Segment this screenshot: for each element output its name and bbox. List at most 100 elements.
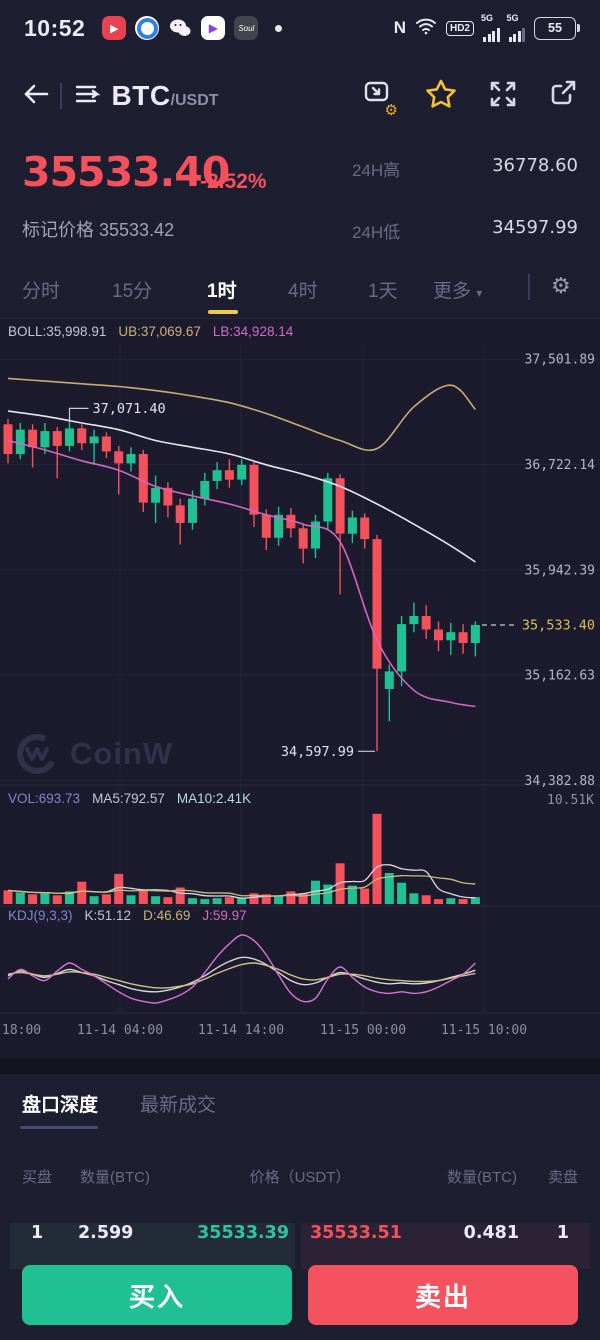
tab-1day[interactable]: 1天 bbox=[368, 281, 398, 302]
bid-amount: 2.599 bbox=[78, 1223, 134, 1243]
svg-text:35,533.40: 35,533.40 bbox=[522, 618, 595, 634]
kdj-indicator-row: KDJ(9,3,3) K:51.12 D:46.69 J:59.97 bbox=[8, 908, 247, 923]
mark-price-label: 标记价格 bbox=[22, 220, 94, 240]
svg-text:34,597.99: 34,597.99 bbox=[281, 744, 354, 760]
change-percent: -2.52% bbox=[200, 170, 267, 193]
fullscreen-icon[interactable] bbox=[488, 79, 518, 114]
col-price: 价格（USDT） bbox=[249, 1169, 351, 1186]
clock: 10:52 bbox=[24, 14, 86, 41]
browser-app-icon bbox=[135, 16, 160, 40]
coinw-logo-icon bbox=[17, 734, 57, 774]
chart-gear-icon[interactable]: ⚙ bbox=[551, 273, 571, 298]
wifi-icon bbox=[415, 17, 437, 40]
tab-15min[interactable]: 15分 bbox=[112, 281, 153, 302]
back-button[interactable] bbox=[22, 82, 50, 111]
time-tick: 11-14 14:00 bbox=[197, 1023, 285, 1038]
high-24h-label: 24H高 bbox=[352, 161, 401, 180]
favorite-star-icon[interactable] bbox=[424, 78, 458, 115]
ask-level: 1 bbox=[556, 1223, 569, 1243]
svg-text:35,162.63: 35,162.63 bbox=[525, 669, 595, 684]
kline-chart[interactable]: 37,501.89 36,722.14 35,942.39 35,162.63 34,3… bbox=[0, 318, 600, 1060]
bid-price[interactable]: 35533.39 bbox=[197, 1223, 289, 1243]
signal-sim1-icon: 5G bbox=[481, 13, 500, 42]
kdj-j-value: J:59.97 bbox=[202, 908, 247, 923]
divider bbox=[528, 274, 530, 300]
svg-text:37,501.89: 37,501.89 bbox=[525, 353, 595, 368]
mark-price-value: 35533.42 bbox=[99, 220, 175, 240]
depth-tab-underline bbox=[20, 1126, 98, 1129]
vol-value: VOL:693.73 bbox=[8, 791, 81, 806]
tab-timeline[interactable]: 分时 bbox=[22, 281, 61, 302]
low-24h-label: 24H低 bbox=[352, 223, 401, 242]
coinw-watermark: CoinW bbox=[14, 731, 173, 777]
last-price: 35533.40 bbox=[22, 148, 230, 196]
buy-button[interactable]: 买入 bbox=[22, 1265, 292, 1325]
ask-price[interactable]: 35533.51 bbox=[310, 1223, 402, 1243]
section-separator bbox=[0, 1058, 600, 1074]
time-tick: 11-15 10:00 bbox=[440, 1023, 528, 1038]
active-tab-underline bbox=[208, 310, 238, 314]
market-list-icon[interactable] bbox=[74, 82, 101, 111]
time-tick: 11-14 04:00 bbox=[76, 1023, 164, 1038]
time-axis: 18:00 11-14 04:00 11-14 14:00 11-15 00:0… bbox=[0, 1021, 600, 1045]
tab-1hour[interactable]: 1时 bbox=[207, 281, 237, 302]
signal-sim2-icon: 5G bbox=[507, 13, 525, 42]
low-24h-value: 34597.99 bbox=[492, 217, 578, 238]
vol-ma5-value: MA5:792.57 bbox=[92, 791, 165, 806]
sell-button[interactable]: 卖出 bbox=[308, 1265, 578, 1325]
pair-base: BTC bbox=[111, 80, 171, 111]
boll-indicator-row: BOLL:35,998.91 UB:37,069.67 LB:34,928.14 bbox=[8, 324, 293, 339]
header: BTC/USDT ⚙ bbox=[0, 58, 600, 134]
kdj-k-value: K:51.12 bbox=[84, 908, 132, 923]
tab-more[interactable]: 更多 ▾ bbox=[433, 281, 483, 302]
pair-quote: /USDT bbox=[170, 92, 219, 109]
orderbook-row[interactable]: 1 2.599 35533.39 35533.51 0.481 1 bbox=[0, 1211, 600, 1269]
hd-voice-icon: HD2 bbox=[445, 20, 474, 36]
gear-badge-icon: ⚙ bbox=[384, 100, 398, 119]
col-amount-buy: 数量(BTC) bbox=[80, 1169, 150, 1186]
nfc-icon: N bbox=[393, 18, 406, 37]
volume-indicator-row: VOL:693.73 MA5:792.57 MA10:2.41K bbox=[8, 791, 251, 806]
kline-svg: 37,501.89 36,722.14 35,942.39 35,162.63 34,3… bbox=[0, 345, 600, 1014]
time-tick: 11-15 00:00 bbox=[319, 1023, 407, 1038]
svg-text:36,722.14: 36,722.14 bbox=[525, 458, 596, 473]
vol-ma10-value: MA10:2.41K bbox=[176, 791, 252, 806]
svg-text:37,071.40: 37,071.40 bbox=[93, 401, 166, 417]
kdj-label: KDJ(9,3,3) bbox=[8, 908, 73, 923]
ask-amount: 0.481 bbox=[463, 1223, 519, 1243]
watermark-text: CoinW bbox=[70, 736, 174, 771]
bid-level: 1 bbox=[31, 1223, 44, 1243]
orderbook-panel: 盘口深度 最新成交 买盘 数量(BTC) 价格（USDT） 数量(BTC) 卖盘… bbox=[0, 1074, 600, 1340]
pair-title: BTC/USDT bbox=[112, 80, 219, 112]
tab-latest-trades[interactable]: 最新成交 bbox=[140, 1095, 217, 1116]
chart-settings-icon[interactable]: ⚙ bbox=[362, 78, 398, 119]
battery-icon: 55 bbox=[534, 16, 580, 40]
col-amount-sell: 数量(BTC) bbox=[447, 1169, 517, 1186]
tab-4hour[interactable]: 4时 bbox=[288, 281, 318, 302]
time-tick: 18:00 bbox=[2, 1023, 42, 1038]
svg-text:35,942.39: 35,942.39 bbox=[525, 563, 595, 578]
chevron-down-icon: ▾ bbox=[476, 286, 483, 300]
boll-value: BOLL:35,998.91 bbox=[8, 324, 107, 339]
tab-depth[interactable]: 盘口深度 bbox=[22, 1095, 99, 1116]
high-24h-value: 36778.60 bbox=[492, 155, 578, 176]
mark-price-row: 标记价格 35533.42 bbox=[22, 216, 174, 242]
interval-tabs: 分时 15分 1时 4时 1天 更多 ▾ ⚙ bbox=[0, 262, 600, 318]
notification-dot-icon bbox=[275, 24, 283, 32]
volume-axis-max: 10.51K bbox=[547, 793, 594, 808]
col-buy-side: 买盘 bbox=[22, 1169, 53, 1186]
status-bar: 10:52 ▶ ▶ Soul N HD2 5G 5G 55 bbox=[0, 0, 600, 56]
boll-lb-value: LB:34,928.14 bbox=[212, 324, 294, 339]
kdj-d-value: D:46.69 bbox=[143, 908, 191, 923]
share-icon[interactable] bbox=[548, 79, 578, 114]
player-app-icon: ▶ bbox=[201, 16, 226, 40]
col-sell-side: 卖盘 bbox=[547, 1169, 578, 1186]
video-app-icon: ▶ bbox=[102, 16, 127, 40]
boll-ub-value: UB:37,069.67 bbox=[118, 324, 201, 339]
svg-text:34,382.88: 34,382.88 bbox=[525, 774, 595, 789]
ask-depth-bar bbox=[301, 1223, 590, 1269]
divider bbox=[60, 83, 62, 109]
bid-depth-bar bbox=[10, 1223, 295, 1269]
soul-app-icon: Soul bbox=[234, 16, 259, 40]
